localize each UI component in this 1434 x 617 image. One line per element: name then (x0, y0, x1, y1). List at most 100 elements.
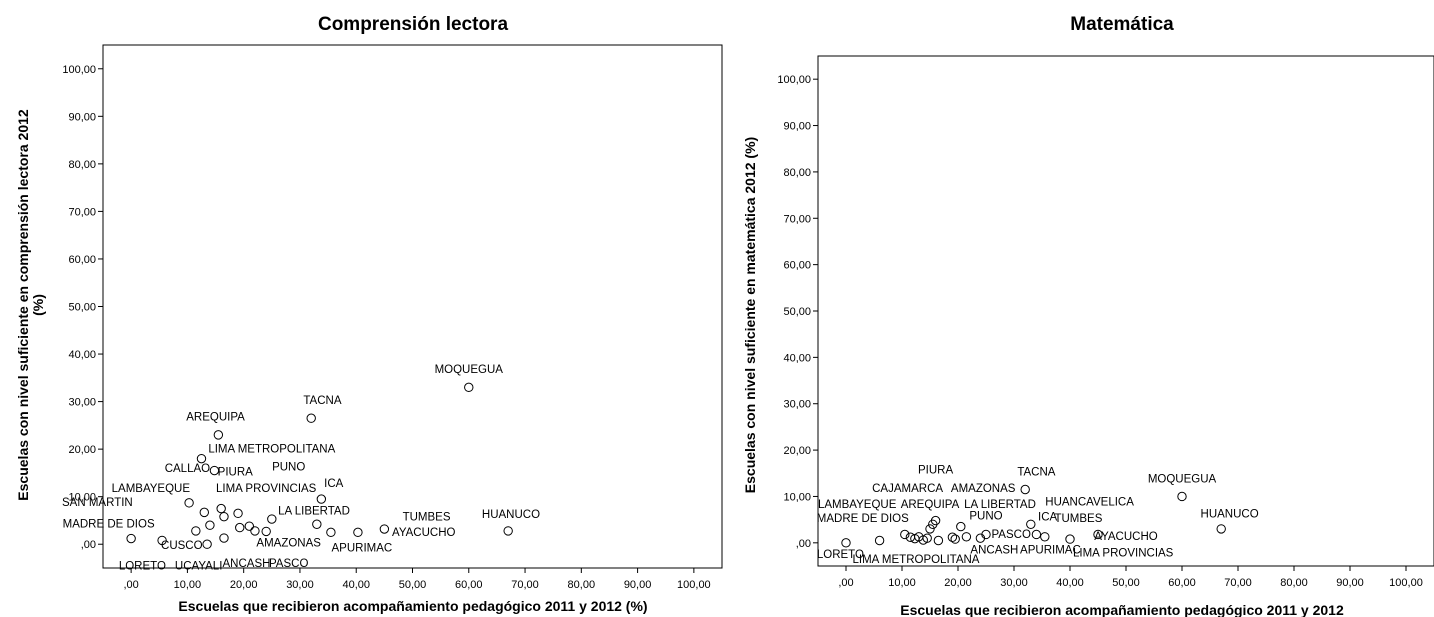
data-point (216, 503, 226, 514)
point-label: LORETO (817, 549, 864, 561)
data-point (1065, 534, 1075, 544)
x-axis-label: Escuelas que recibieron acompañamiento p… (178, 598, 647, 614)
data-point (261, 526, 271, 537)
y-tick-label: 10,00 (68, 492, 96, 504)
y-tick-label: 30,00 (783, 399, 811, 411)
point-label: MOQUEGUA (1148, 474, 1217, 486)
point-label: AREQUIPA (186, 412, 245, 424)
point-label: LA LIBERTAD (278, 505, 350, 517)
data-point (316, 494, 327, 504)
data-point (312, 519, 322, 529)
data-point (1026, 519, 1036, 529)
y-tick-label: 50,00 (783, 306, 811, 318)
point-label: ANCASH (970, 544, 1018, 556)
x-tick-label: 40,00 (342, 579, 370, 591)
x-tick-label: 90,00 (624, 579, 652, 591)
point-label: AMAZONAS (951, 483, 1016, 495)
chart-matematica: Matemática ,00 10,00 20,00 30,00 40,00 50,00 60… (742, 14, 1434, 617)
chart-title: Matemática (1070, 14, 1174, 35)
point-label: HUANUCO (482, 509, 540, 521)
y-tick-label: 10,00 (783, 491, 811, 503)
point-label: TACNA (1017, 467, 1055, 479)
point-label: PASCO (991, 529, 1030, 541)
point-label: PIURA (218, 466, 253, 478)
x-tick-label: ,00 (838, 577, 853, 589)
data-point (961, 532, 972, 542)
data-point (464, 382, 474, 393)
data-point (235, 522, 245, 533)
x-tick-label: 90,00 (1336, 577, 1364, 589)
x-tick-label: 30,00 (286, 579, 314, 591)
data-point (191, 526, 201, 536)
data-point (379, 524, 390, 534)
point-label: TACNA (303, 395, 341, 407)
x-tick-label: 100,00 (1389, 577, 1423, 589)
point-label: PIURA (918, 464, 953, 476)
data-point (841, 538, 851, 548)
y-tick-label: 20,00 (783, 445, 811, 457)
chart-title: Comprensión lectora (318, 14, 508, 35)
point-label: TUMBES (403, 511, 451, 523)
data-point (1216, 524, 1226, 534)
data-point (126, 533, 136, 544)
point-label: APURIMAC (1020, 544, 1081, 556)
point-label: LIMA PROVINCIAS (216, 483, 317, 495)
x-tick-label: 80,00 (568, 579, 596, 591)
point-label: MADRE DE DIOS (63, 519, 155, 531)
data-point (267, 514, 277, 524)
data-point (196, 453, 207, 464)
x-tick-label: ,00 (123, 579, 138, 591)
data-point (353, 527, 363, 538)
data-point (199, 507, 209, 518)
y-tick-label: 40,00 (783, 352, 811, 364)
point-label: PUNO (272, 462, 305, 474)
data-point (981, 529, 991, 540)
data-point (1020, 484, 1030, 495)
data-point (250, 526, 260, 536)
data-point (213, 430, 224, 440)
y-tick-label: 20,00 (68, 444, 96, 456)
point-label: ICA (324, 478, 344, 490)
data-point (503, 526, 513, 536)
x-tick-label: 100,00 (677, 579, 711, 591)
y-axis-label: Escuelas con nivel suficiente en matemát… (742, 137, 758, 493)
y-tick-label: 80,00 (68, 159, 96, 171)
data-point (219, 511, 229, 522)
data-point (874, 535, 885, 546)
x-tick-label: 50,00 (399, 579, 427, 591)
y-tick-label: 100,00 (62, 64, 96, 76)
x-tick-label: 40,00 (1056, 577, 1084, 589)
x-tick-label: 70,00 (1224, 577, 1252, 589)
y-axis-label: (%) (30, 294, 46, 316)
point-label: LAMBAYEQUE (112, 483, 191, 495)
point-label: SAN MARTIN (62, 497, 133, 509)
data-point (233, 508, 243, 519)
point-label: LA LIBERTAD (964, 499, 1036, 511)
data-point (947, 532, 958, 542)
x-tick-label: 20,00 (230, 579, 258, 591)
x-tick-label: 80,00 (1280, 577, 1308, 589)
data-point (950, 534, 960, 544)
data-point (1177, 491, 1187, 502)
x-tick-label: 10,00 (174, 579, 202, 591)
point-label: AYACUCHO (392, 527, 456, 539)
y-tick-label: 60,00 (68, 254, 96, 266)
data-point (219, 533, 229, 543)
x-tick-label: 50,00 (1112, 577, 1140, 589)
y-tick-label: 90,00 (783, 121, 811, 133)
plot-frame (102, 44, 723, 569)
point-label: UCAYALI (175, 560, 223, 572)
x-tick-label: 60,00 (1168, 577, 1196, 589)
data-point (956, 521, 966, 532)
point-label: LIMA PROVINCIAS (1073, 548, 1174, 560)
data-point (326, 527, 336, 538)
point-label: AMAZONAS (256, 538, 321, 550)
point-label: CAJAMARCA (872, 483, 943, 495)
data-point (157, 535, 167, 546)
data-point (184, 498, 194, 508)
point-label: LIMA METROPOLITANA (208, 443, 335, 455)
x-axis-label: Escuelas que recibieron acompañamiento p… (900, 602, 1344, 617)
x-tick-label: 30,00 (1000, 577, 1028, 589)
point-label: AYACUCHO (1094, 531, 1158, 543)
